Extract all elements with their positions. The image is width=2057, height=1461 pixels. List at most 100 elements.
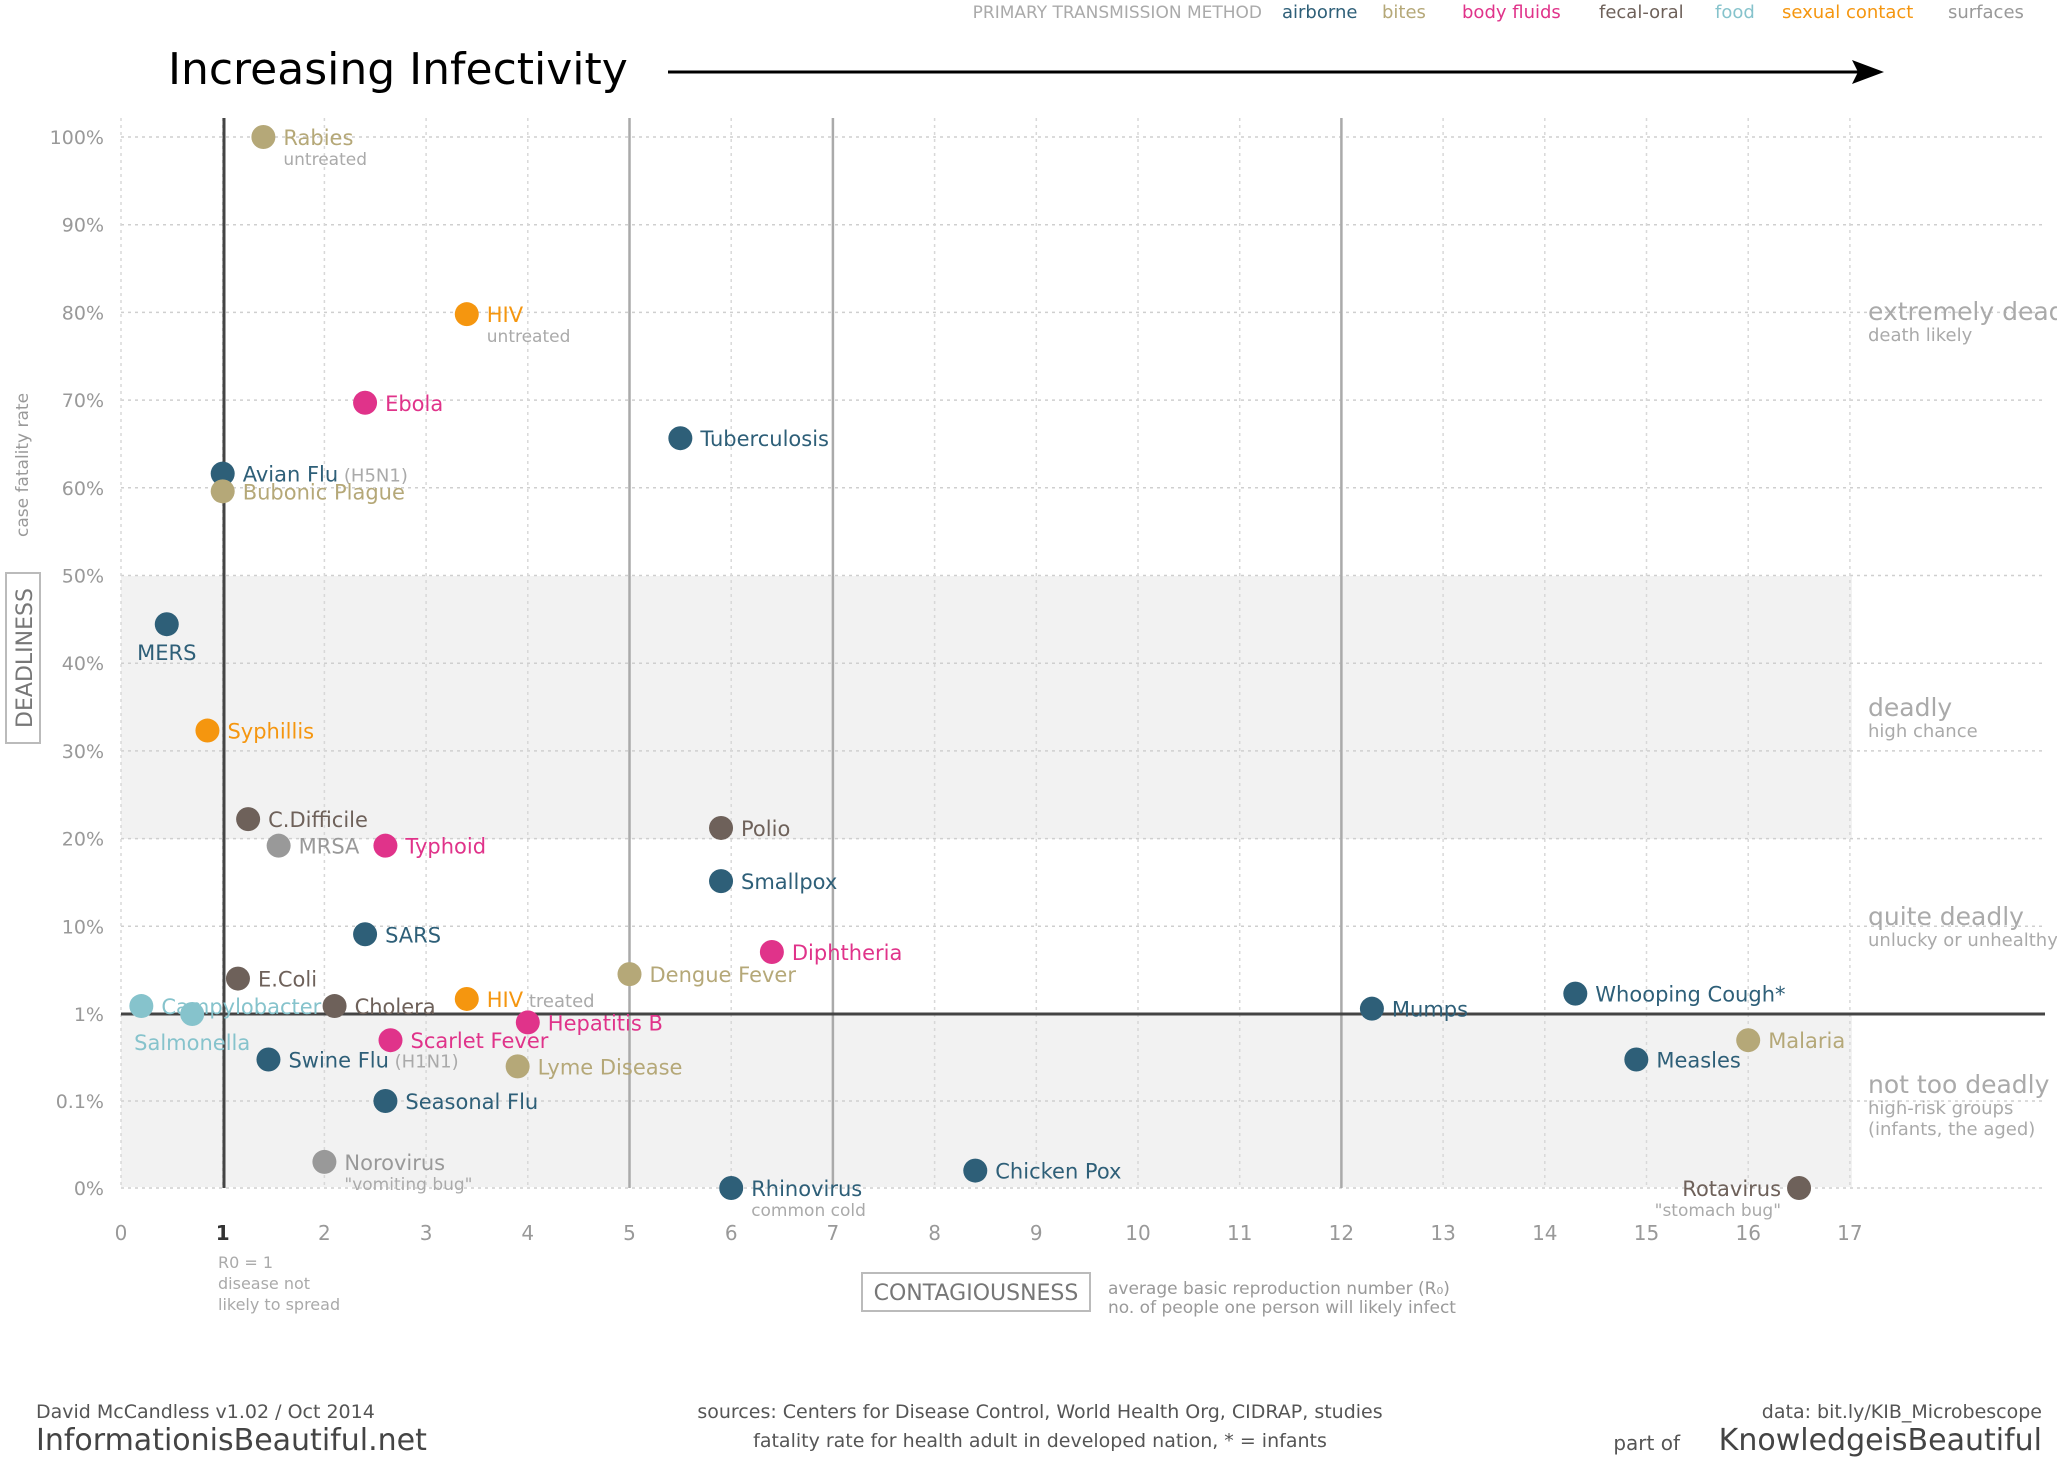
point-marker	[322, 994, 347, 1019]
point-marker	[353, 390, 378, 415]
legend: PRIMARY TRANSMISSION METHOD airborne bite…	[973, 2, 2024, 23]
point-label: Tuberculosis	[699, 427, 829, 451]
point-label: Swine Flu (H1N1)	[288, 1048, 458, 1072]
headline: Increasing Infectivity	[168, 44, 628, 95]
r0-note-1: R0 = 1	[218, 1253, 273, 1272]
point-label: Mumps	[1392, 998, 1468, 1022]
point-marker	[353, 922, 378, 947]
r0-note-3: likely to spread	[218, 1295, 340, 1314]
x-tick-label: 16	[1735, 1221, 1760, 1245]
point-marker	[210, 461, 235, 486]
disease-point: Chicken Pox	[963, 1158, 1121, 1184]
y-tick-label: 40%	[62, 653, 104, 675]
disease-point: SARS	[353, 922, 441, 947]
disease-point: E.Coli	[225, 966, 317, 992]
zone-subtitle: high-risk groups	[1868, 1098, 2013, 1119]
point-label: Ebola	[385, 392, 443, 416]
legend-item-food: food	[1715, 2, 1755, 23]
x-axis-subtitle-2: no. of people one person will likely inf…	[1108, 1298, 1456, 1318]
point-marker	[1563, 981, 1588, 1006]
point-marker	[251, 125, 276, 149]
point-label: Measles	[1656, 1048, 1741, 1072]
disease-point: Diphtheria	[759, 939, 902, 965]
x-tick-label: 10	[1125, 1221, 1150, 1245]
footer-sources-1: sources: Centers for Disease Control, Wo…	[697, 1401, 1382, 1423]
point-marker	[709, 815, 734, 840]
zone-subtitle: unlucky or unhealthy	[1868, 930, 2057, 951]
legend-item-airborne: airborne	[1282, 2, 1357, 23]
legend-item-body-fluids: body fluids	[1462, 2, 1561, 23]
zone-subtitle: high chance	[1868, 721, 1978, 742]
x-label-box	[861, 1272, 1091, 1312]
infectivity-arrow	[668, 60, 1884, 84]
footer-sources-2: fatality rate for health adult in develo…	[753, 1430, 1327, 1452]
disease-point: Malaria	[1736, 1028, 1845, 1053]
disease-point: Whooping Cough*	[1563, 981, 1786, 1007]
point-marker	[759, 939, 784, 964]
y-label-box	[5, 572, 41, 744]
point-label: Typhoid	[404, 835, 486, 859]
legend-title: PRIMARY TRANSMISSION METHOD	[973, 3, 1262, 23]
point-marker	[180, 1002, 205, 1026]
point-marker	[1624, 1047, 1649, 1072]
x-tick-label: 14	[1532, 1221, 1557, 1245]
point-label: Rotavirus	[1682, 1177, 1781, 1201]
point-marker	[505, 1054, 530, 1079]
disease-point: C.Difficile	[236, 807, 368, 832]
x-tick-label: 17	[1837, 1221, 1862, 1245]
point-label: Seasonal Flu	[405, 1090, 538, 1114]
point-label: Scarlet Fever	[411, 1029, 549, 1053]
footer: David McCandless v1.02 / Oct 2014 Inform…	[36, 1401, 2042, 1458]
y-tick-label: 80%	[62, 302, 104, 324]
legend-item-sexual-contact: sexual contact	[1782, 2, 1913, 23]
x-tick-label: 2	[318, 1221, 331, 1245]
y-tick-label: 100%	[50, 127, 104, 149]
footer-site: InformationisBeautiful.net	[36, 1423, 427, 1458]
y-tick-label: 0%	[74, 1178, 104, 1200]
point-marker	[1787, 1176, 1812, 1200]
disease-point: Rotavirus"stomach bug"	[1655, 1176, 1812, 1221]
point-marker	[454, 302, 479, 327]
point-marker	[617, 962, 642, 987]
zone-title: deadly	[1868, 693, 1952, 722]
point-label: MERS	[137, 641, 196, 665]
point-sublabel: "vomiting bug"	[344, 1175, 472, 1195]
point-label: Dengue Fever	[650, 963, 797, 987]
y-tick-label: 0.1%	[56, 1091, 104, 1113]
disease-point: Smallpox	[709, 869, 837, 894]
disease-point: Syphillis	[195, 718, 314, 744]
x-tick-label: 11	[1227, 1221, 1252, 1245]
y-tick-label: 30%	[62, 741, 104, 763]
point-label: Whooping Cough*	[1595, 983, 1785, 1007]
point-label: Lyme Disease	[538, 1055, 683, 1079]
x-tick-label: 0	[115, 1221, 128, 1245]
y-axis-title: DEADLINESS	[13, 588, 38, 728]
point-label: C.Difficile	[268, 808, 368, 832]
disease-point: Norovirus"vomiting bug"	[312, 1149, 473, 1195]
reference-lines	[628, 118, 1343, 1188]
x-tick-label: 9	[1030, 1221, 1043, 1245]
point-label: MRSA	[299, 835, 360, 859]
horizontal-gridlines	[121, 136, 2045, 1189]
y-tick-label: 60%	[62, 478, 104, 500]
point-marker	[378, 1028, 403, 1053]
point-marker	[312, 1149, 337, 1174]
footer-brand: KnowledgeisBeautiful	[1719, 1423, 2042, 1458]
zone-title: quite deadly	[1868, 902, 2024, 931]
disease-point: Measles	[1624, 1047, 1741, 1072]
disease-point: MERS	[137, 612, 196, 665]
point-marker	[515, 1010, 540, 1035]
disease-point: Tuberculosis	[668, 426, 829, 451]
y-tick-labels: 0% 0.1% 1% 10% 20% 30% 40% 50% 60% 70% 80% 90% 100%	[50, 127, 104, 1200]
legend-item-fecal-oral: fecal-oral	[1599, 2, 1684, 23]
point-marker	[668, 426, 693, 451]
x-tick-label: 13	[1430, 1221, 1455, 1245]
point-marker	[210, 479, 235, 504]
y-axis-label: DEADLINESS case fatality rate	[5, 393, 41, 744]
disease-point: Hepatitis B	[515, 1010, 663, 1035]
y-tick-label: 70%	[62, 390, 104, 412]
